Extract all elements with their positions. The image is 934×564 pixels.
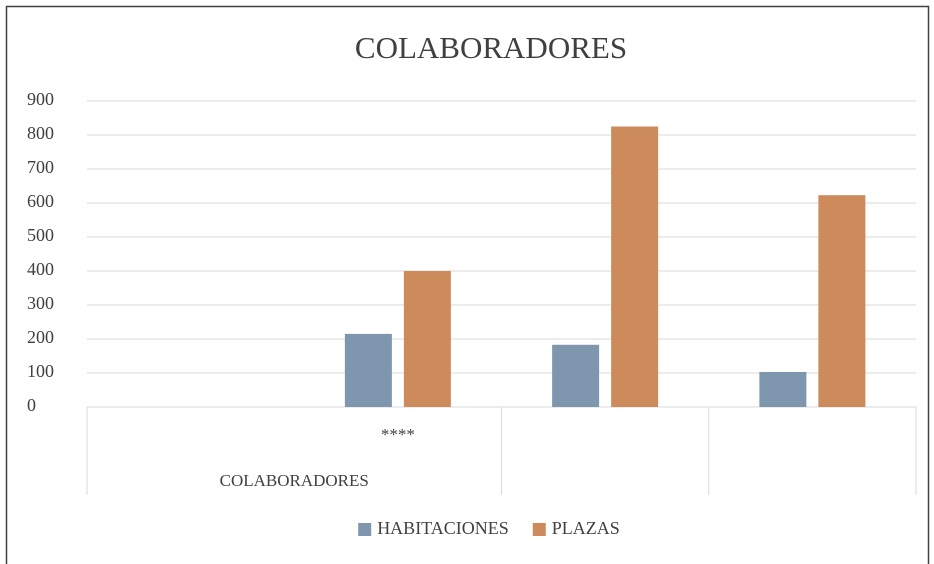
y-tick-label: 700 [27, 157, 54, 177]
x-tick-label: **** [381, 425, 415, 444]
category-group-label: COLABORADORES [220, 471, 369, 490]
y-tick-label: 200 [27, 327, 54, 347]
y-tick-label: 600 [27, 191, 54, 211]
y-tick-label: 0 [27, 395, 36, 415]
y-tick-label: 400 [27, 259, 54, 279]
legend-swatch [532, 523, 546, 536]
y-tick-label: 300 [27, 293, 54, 313]
y-tick-label: 100 [27, 361, 54, 381]
bar [552, 344, 600, 407]
y-tick-label: 500 [27, 225, 54, 245]
chart-border [5, 5, 930, 564]
chart-title: COLABORADORES [355, 30, 627, 65]
bar [818, 195, 866, 407]
bar [611, 126, 659, 407]
y-tick-label: 900 [27, 89, 54, 109]
legend-label: PLAZAS [552, 518, 620, 538]
legend-swatch [358, 523, 372, 536]
legend-label: HABITACIONES [377, 518, 509, 538]
bar [403, 271, 451, 407]
y-tick-label: 800 [27, 123, 54, 143]
bar [344, 333, 392, 407]
bar [759, 371, 807, 407]
